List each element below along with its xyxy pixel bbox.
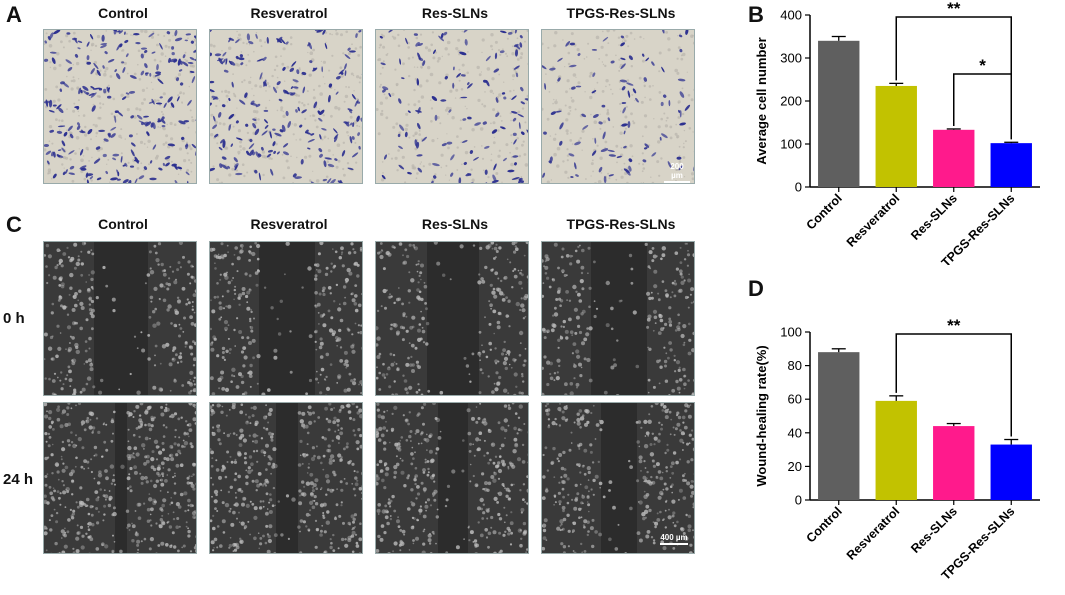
chart-d-y-tick-label: 80 xyxy=(788,358,802,373)
chart-b-bar-2 xyxy=(933,130,974,187)
chart-b-y-axis-label: Average cell number xyxy=(755,37,769,164)
chart-b-y-tick-label: 400 xyxy=(780,8,802,23)
chart-d-bar-2 xyxy=(933,426,974,500)
panel-letter-a: A xyxy=(6,2,22,28)
panel-c-col-title: Resveratrol xyxy=(209,216,369,232)
panel-a-col-title: TPGS-Res-SLNs xyxy=(541,5,701,21)
chart-d-y-axis-label: Wound-healing rate(%) xyxy=(755,345,769,486)
wound-image-24h-res-slns xyxy=(375,402,529,554)
panel-c-col-title: Res-SLNs xyxy=(375,216,535,232)
chart-b-bar-0 xyxy=(818,41,859,187)
wound-image-0h-res-slns xyxy=(375,241,529,396)
transwell-image-resveratrol xyxy=(209,29,363,184)
scale-bar-c: 400 µm xyxy=(660,533,688,545)
chart-b-x-tick-label: Control xyxy=(804,191,845,232)
wound-image-24h-control xyxy=(43,402,197,554)
wound-image-0h-control xyxy=(43,241,197,396)
wound-image-24h-tpgs-res-slns xyxy=(541,402,695,554)
chart-b-bar-3 xyxy=(991,143,1032,187)
chart-d-y-tick-label: 0 xyxy=(795,493,802,508)
chart-d: 0 20 40 60 80 100 Wound-healing rate(%) Control… xyxy=(755,312,1055,595)
panel-a-col-title: Control xyxy=(43,5,203,21)
wound-image-0h-resveratrol xyxy=(209,241,363,396)
panel-a-col-title: Resveratrol xyxy=(209,5,369,21)
scale-bar-c-label: 400 µm xyxy=(660,533,688,542)
chart-b-y-tick-label: 200 xyxy=(780,94,802,109)
chart-d-x-tick-label: Resveratrol xyxy=(844,504,903,563)
scale-bar-a: 200 µm xyxy=(664,162,690,183)
transwell-image-res-slns xyxy=(375,29,529,184)
chart-d-x-tick-label: Control xyxy=(804,504,845,545)
chart-d-bar-3 xyxy=(991,445,1032,500)
chart-d-y-tick-label: 20 xyxy=(788,459,802,474)
chart-b-x-tick-label: Res-SLNs xyxy=(908,191,960,243)
chart-b-significance-bracket xyxy=(954,74,1012,139)
panel-c-col-title: TPGS-Res-SLNs xyxy=(541,216,701,232)
panel-a-col-title: Res-SLNs xyxy=(375,5,535,21)
chart-b-significance-label: * xyxy=(979,56,986,75)
chart-d-significance-label: ** xyxy=(947,316,961,335)
row-label-24h: 24 h xyxy=(3,471,33,488)
chart-d-y-tick-label: 40 xyxy=(788,425,802,440)
chart-b-significance-label: ** xyxy=(947,0,961,18)
chart-d-x-tick-label: Res-SLNs xyxy=(908,504,960,556)
chart-b-y-tick-label: 100 xyxy=(780,137,802,152)
wound-image-0h-tpgs-res-slns xyxy=(541,241,695,396)
panel-letter-d: D xyxy=(748,276,764,302)
transwell-image-control xyxy=(43,29,197,184)
row-label-0h: 0 h xyxy=(3,310,25,327)
chart-b-y-tick-label: 0 xyxy=(795,180,802,195)
chart-d-y-tick-label: 100 xyxy=(780,325,802,340)
chart-b-y-tick-label: 300 xyxy=(780,51,802,66)
chart-d-y-tick-label: 60 xyxy=(788,392,802,407)
wound-image-24h-resveratrol xyxy=(209,402,363,554)
chart-d-svg: 0 20 40 60 80 100 Wound-healing rate(%) Control… xyxy=(755,312,1055,590)
chart-b-x-tick-label: Resveratrol xyxy=(844,191,903,250)
panel-letter-c: C xyxy=(6,212,22,238)
panel-c-col-title: Control xyxy=(43,216,203,232)
chart-b-bar-1 xyxy=(876,86,917,187)
chart-d-bar-1 xyxy=(876,401,917,500)
chart-d-bar-0 xyxy=(818,352,859,500)
scale-bar-a-label: 200 µm xyxy=(664,162,690,180)
transwell-image-tpgs-res-slns xyxy=(541,29,695,184)
